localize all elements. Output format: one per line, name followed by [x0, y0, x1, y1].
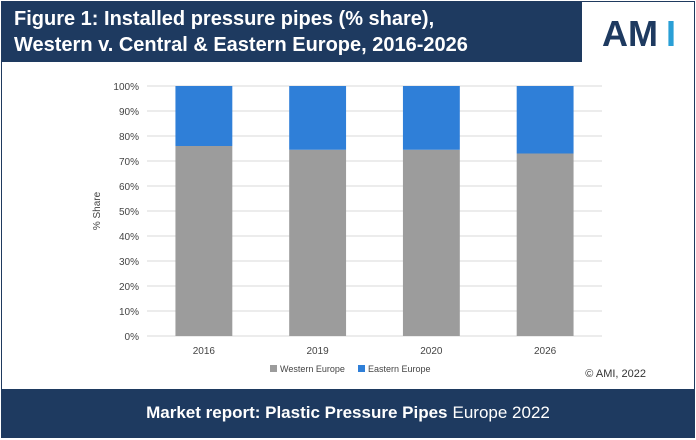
x-tick-label: 2016 [193, 346, 216, 357]
chart-area: 0% 10% 20% 30% 40% 50% 60% 70% 80% 90% 100% % Share… [2, 66, 696, 386]
logo-letters-am: AM [602, 13, 658, 54]
bar-western-europe-2019 [289, 149, 347, 336]
y-tick-label: 80% [119, 132, 139, 143]
footer-report-name: Market report: Plastic Pressure Pipes [146, 403, 448, 422]
y-axis-label: % Share [92, 191, 103, 230]
bar-eastern-europe-2026 [516, 86, 574, 154]
y-tick-label: 100% [113, 82, 139, 93]
logo-letter-i: I [666, 13, 676, 54]
bar-western-europe-2016 [175, 146, 233, 336]
footer-banner: Market report: Plastic Pressure Pipes Eu… [2, 389, 694, 437]
y-tick-label: 10% [119, 307, 139, 318]
y-tick-label: 60% [119, 182, 139, 193]
title-banner: Figure 1: Installed pressure pipes (% sh… [2, 2, 582, 62]
y-tick-label: 70% [119, 157, 139, 168]
y-tick-label: 30% [119, 257, 139, 268]
x-tick-label: 2026 [534, 346, 557, 357]
stacked-bar-chart: 0% 10% 20% 30% 40% 50% 60% 70% 80% 90% 100% % Share… [92, 82, 602, 374]
chart-title-line-2: Western v. Central & Eastern Europe, 201… [14, 34, 468, 56]
legend-label-western-europe: Western Europe [280, 364, 345, 374]
bar-eastern-europe-2019 [289, 86, 347, 150]
y-tick-label: 90% [119, 107, 139, 118]
footer-report-edition: Europe 2022 [452, 403, 550, 422]
chart-title-line-1: Figure 1: Installed pressure pipes (% sh… [14, 8, 435, 30]
y-tick-label: 0% [125, 332, 140, 343]
bar-eastern-europe-2020 [402, 86, 460, 150]
bar-western-europe-2020 [402, 149, 460, 336]
y-tick-label: 20% [119, 282, 139, 293]
legend-swatch-eastern-europe [358, 365, 365, 372]
y-tick-label: 40% [119, 232, 139, 243]
legend-swatch-western-europe [270, 365, 277, 372]
bar-eastern-europe-2016 [175, 86, 233, 146]
x-tick-label: 2019 [307, 346, 330, 357]
y-tick-label: 50% [119, 207, 139, 218]
x-tick-label: 2020 [420, 346, 443, 357]
legend-label-eastern-europe: Eastern Europe [368, 364, 431, 374]
copyright-note: © AMI, 2022 [585, 368, 646, 380]
bar-western-europe-2026 [516, 153, 574, 336]
ami-logo: AM I [602, 13, 676, 54]
